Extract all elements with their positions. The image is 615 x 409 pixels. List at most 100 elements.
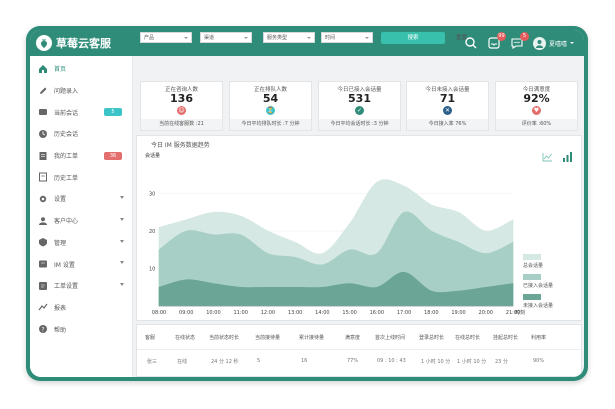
sidebar-item-label: 帮助	[54, 326, 67, 334]
chevron-down-icon	[120, 261, 124, 265]
table-header-cell[interactable]: 满意度	[345, 335, 361, 341]
sidebar-item-11[interactable]: 报表	[30, 297, 132, 319]
chart-title: 今日 IM 服务数据趋势	[151, 142, 210, 149]
chevron-down-icon	[307, 37, 311, 39]
table-header-cell[interactable]: 当前状态时长	[209, 335, 240, 341]
series-area-2[interactable]	[158, 271, 514, 307]
stat-card-1[interactable]: 正在排队人数 54 ⏳ 今日平均排队时长 :7 分钟	[229, 81, 312, 131]
chevron-down-icon	[120, 217, 124, 221]
legend-label: 总会话量	[523, 263, 544, 269]
sidebar-item-label: IM 设置	[54, 261, 75, 269]
table-header-cell[interactable]: 在线状态	[175, 335, 196, 341]
stat-footer: 今日平均会话时长 :3 分钟	[319, 119, 400, 130]
channel-select-value: 渠道	[204, 35, 215, 41]
reset-button[interactable]: 重置	[456, 35, 468, 41]
archive-icon	[38, 172, 48, 182]
chat-button[interactable]: 5	[510, 32, 529, 50]
heart-icon: ♥	[532, 106, 541, 115]
x-tick-label: 11:00	[233, 310, 247, 316]
chevron-down-icon	[120, 196, 124, 200]
sidebar-item-label: 工单设置	[54, 283, 79, 291]
legend-swatch	[523, 254, 541, 260]
app-logo[interactable]: 草莓云客服	[36, 34, 111, 52]
sidebar-item-9[interactable]: IM 设置	[30, 253, 132, 275]
line-chart-icon[interactable]	[542, 152, 553, 162]
table-header-cell[interactable]: 当前接待量	[255, 335, 281, 341]
legend-label: 已接入会话量	[523, 283, 554, 289]
stat-title: 今日未接入会话量	[425, 87, 470, 93]
x-tick-label: 08:00	[152, 310, 166, 316]
history-icon	[38, 129, 48, 139]
sidebar-item-label: 首页	[54, 66, 67, 74]
search-icon[interactable]	[464, 36, 478, 50]
service-type-select[interactable]: 服务类型	[263, 32, 315, 43]
sidebar-badge: 36	[104, 151, 122, 160]
table-header-cell[interactable]: 在线总时长	[455, 335, 481, 341]
sidebar-item-0[interactable]: 首页	[30, 58, 132, 80]
chevron-down-icon	[120, 239, 124, 243]
table-cell: 1 小时 10 分	[421, 359, 451, 365]
table-cell: 77%	[347, 358, 359, 364]
sidebar-item-label: 历史工单	[54, 174, 79, 182]
stat-card-2[interactable]: 今日已接入会话量 531 ✓ 今日平均会话时长 :3 分钟	[318, 81, 401, 131]
legend-item-2[interactable]: 未接入会话量	[523, 294, 553, 309]
sidebar-item-3[interactable]: 历史会话	[30, 123, 132, 145]
legend-item-1[interactable]: 已接入会话量	[523, 274, 553, 289]
stat-card-0[interactable]: 正在咨询人数 136 ☺ 当前在线客服数 :21	[140, 81, 223, 131]
table-header-cell[interactable]: 挂起总时长	[493, 335, 519, 341]
table-header-cell[interactable]: 登录总时长	[419, 335, 445, 341]
service-type-select-value: 服务类型	[267, 35, 288, 41]
table-header-cell[interactable]: 利用率	[531, 335, 547, 341]
search-button[interactable]: 搜索	[381, 32, 445, 44]
trend-chart: 10 20 30 08:00 09:00 10:00 11:00 12:00 13:00 14:0…	[149, 179, 525, 316]
sidebar-item-6[interactable]: 设置	[30, 188, 132, 210]
sidebar-item-12[interactable]: ? 帮助	[30, 318, 132, 340]
sidebar-item-10[interactable]: 工单设置	[30, 275, 132, 297]
chat-icon	[38, 107, 48, 117]
x-tick-label: 13:00	[288, 310, 302, 316]
series-area-1[interactable]	[158, 211, 514, 307]
chevron-down-icon	[120, 282, 124, 286]
chevron-down-icon	[244, 37, 248, 39]
app-screen: 草莓云客服 99 5 夏嘻嘻	[30, 30, 584, 377]
mail-button[interactable]: 99	[487, 32, 506, 50]
table-cell: 1 小时 10 分	[457, 359, 487, 365]
svg-text:?: ?	[41, 326, 44, 333]
sidebar-item-1[interactable]: 问题录入	[30, 80, 132, 102]
sidebar-item-5[interactable]: 历史工单	[30, 166, 132, 188]
strawberry-logo-icon	[36, 35, 52, 51]
username: 夏嘻嘻	[548, 40, 567, 48]
bar-chart-icon[interactable]	[562, 152, 573, 162]
cross-icon: ✕	[443, 106, 452, 115]
table-cell: 在线	[177, 359, 188, 365]
table-header-cell[interactable]: 客服	[145, 335, 156, 341]
stat-card-4[interactable]: 今日满意度 92% ♥ 评价率 :60%	[495, 81, 578, 131]
sidebar-badge: 5	[104, 108, 122, 117]
chevron-down-icon	[184, 37, 188, 39]
table-row[interactable]: 张三 在线 24 分 12 秒 5 16 77% 09 : 10 : 43 1 小时 10 分…	[137, 349, 581, 373]
manage-icon	[38, 237, 48, 247]
gear-icon	[38, 194, 48, 204]
time-select-value: 时间	[325, 35, 336, 41]
sidebar-item-2[interactable]: 当前会话 5	[30, 101, 132, 123]
stat-title: 正在排队人数	[253, 87, 287, 93]
time-select[interactable]: 时间	[321, 32, 373, 43]
table-header-cell[interactable]: 首次上线时间	[375, 335, 406, 341]
stat-value: 54	[262, 92, 279, 105]
product-select[interactable]: 产品	[140, 32, 192, 43]
sidebar-item-7[interactable]: 客户中心	[30, 210, 132, 232]
legend-label: 未接入会话量	[523, 303, 554, 309]
sidebar-item-8[interactable]: 管理	[30, 232, 132, 254]
table-cell: 张三	[147, 359, 158, 365]
legend-item-0[interactable]: 总会话量	[523, 254, 553, 269]
table-cell: 90%	[533, 358, 545, 364]
stat-card-3[interactable]: 今日未接入会话量 71 ✕ 今日接入率 76%	[406, 81, 489, 131]
user-menu[interactable]: 夏嘻嘻	[532, 36, 574, 50]
channel-select[interactable]: 渠道	[200, 32, 252, 43]
sidebar-item-4[interactable]: 我的工单 36	[30, 145, 132, 167]
table-cell: 23 分	[495, 359, 508, 365]
home-icon	[38, 64, 48, 74]
chart-type-toggle	[542, 152, 573, 162]
y-tick-label: 20	[149, 229, 155, 235]
table-header-cell[interactable]: 累计接待量	[299, 335, 325, 341]
